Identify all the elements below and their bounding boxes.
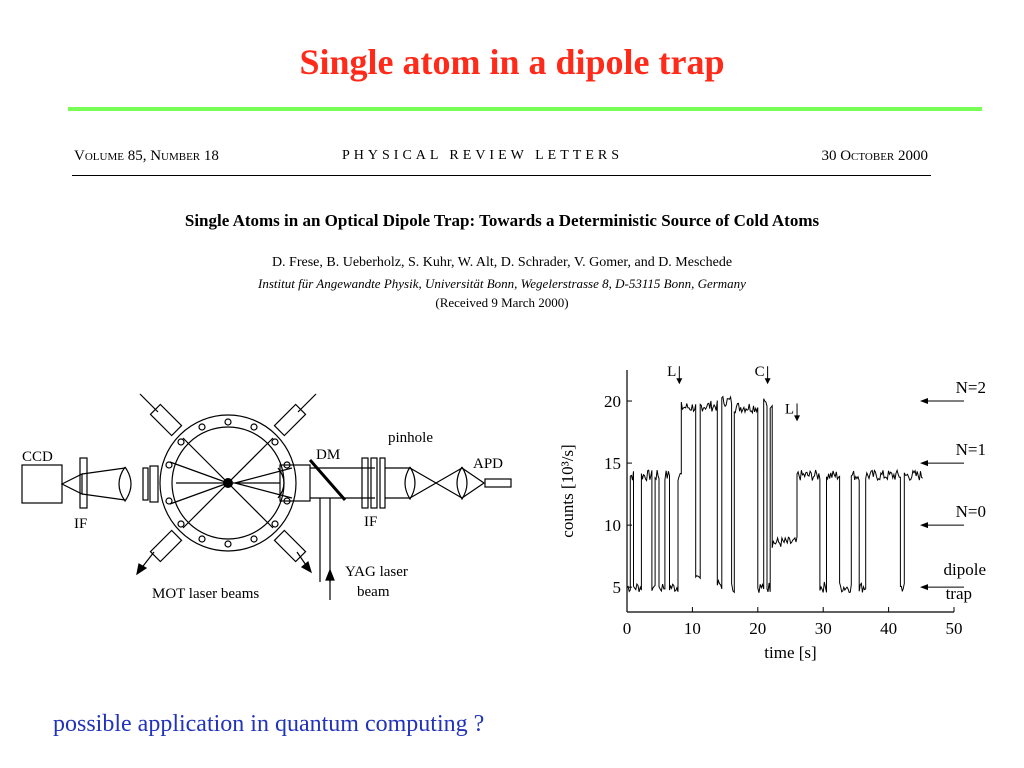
level-marker: N=0 [920, 502, 986, 529]
level-marker: dipole trap [920, 560, 986, 603]
x-tick-label: 30 [815, 619, 832, 638]
level-label-2: trap [946, 584, 972, 603]
dm-label: DM [316, 447, 340, 463]
if-left-filter [79, 457, 88, 509]
x-tick-label: 10 [684, 619, 701, 638]
pinhole-label: pinhole [388, 430, 433, 446]
journal-name: PHYSICAL REVIEW LETTERS [342, 148, 623, 163]
level-label: N=1 [956, 440, 986, 459]
y-tick-label: 10 [604, 516, 621, 535]
dichroic-mirror [308, 459, 347, 501]
level-arrowhead [920, 522, 928, 529]
pinhole-focus [435, 467, 463, 499]
level-marker: N=2 [920, 378, 986, 405]
event-annotation: L [785, 401, 801, 422]
if-right-filter [361, 457, 369, 509]
y-tick-label: 20 [604, 392, 621, 411]
event-arrowhead [764, 378, 771, 385]
viewport-flanges [139, 393, 317, 563]
yag-label: YAG laser [345, 564, 408, 580]
apd-detector [484, 478, 512, 488]
paper-authors: D. Frese, B. Ueberholz, S. Kuhr, W. Alt,… [271, 255, 733, 270]
x-tick-label: 40 [880, 619, 897, 638]
lens-right [404, 466, 416, 501]
paper-title: Single Atoms in an Optical Dipole Trap: … [184, 211, 820, 230]
paper-received: (Received 9 March 2000) [435, 295, 569, 310]
ccd-camera [21, 464, 63, 504]
x-tick-label: 0 [623, 619, 632, 638]
if-right-label: IF [364, 514, 377, 530]
event-label: L [667, 364, 676, 380]
level-label: N=0 [956, 502, 986, 521]
apd-label: APD [473, 456, 503, 472]
y-tick-label: 5 [613, 578, 622, 597]
vacuum-chamber [159, 414, 297, 552]
counts-trace [626, 395, 923, 594]
ccd-label: CCD [22, 449, 53, 465]
event-label: L [785, 401, 794, 417]
setup-figure: CCD IF DM pinhole APD IF YAG laser beam … [21, 393, 512, 602]
title-divider [68, 107, 982, 111]
if-left-label: IF [74, 516, 87, 532]
ccd-beam [60, 473, 83, 495]
journal-volume: Volume 85, Number 18 [74, 148, 219, 164]
level-label: dipole [944, 560, 987, 579]
footer-question: possible application in quantum computin… [53, 711, 485, 737]
header-rule [72, 175, 931, 176]
journal-date: 30 October 2000 [821, 148, 928, 164]
event-annotation: L [667, 364, 683, 385]
x-axis-label: time [s] [764, 643, 816, 662]
event-arrowhead [676, 378, 683, 385]
y-tick-label: 15 [604, 454, 621, 473]
event-annotation: C [755, 364, 771, 385]
event-label: C [755, 364, 765, 380]
trapped-atom [223, 478, 233, 488]
level-arrowhead [920, 584, 928, 591]
event-arrowhead [794, 415, 801, 422]
x-tick-label: 50 [946, 619, 963, 638]
level-marker: N=1 [920, 440, 986, 467]
slide-title: Single atom in a dipole trap [299, 42, 725, 82]
y-axis-label: counts [10³/s] [558, 444, 577, 537]
level-label: N=2 [956, 378, 986, 397]
yag-beam-label: beam [357, 584, 390, 600]
level-arrowhead [920, 460, 928, 467]
paper-affiliation: Institut für Angewandte Physik, Universi… [258, 276, 746, 291]
mot-label: MOT laser beams [152, 586, 259, 602]
level-arrowhead [920, 398, 928, 405]
counts-chart: 0 10 20 30 40 50 5 10 15 20 N=2 N=1 N=0 dipole trap L… [558, 364, 986, 662]
chart-axes [626, 370, 954, 613]
lens-left [118, 466, 132, 503]
x-tick-label: 20 [749, 619, 766, 638]
